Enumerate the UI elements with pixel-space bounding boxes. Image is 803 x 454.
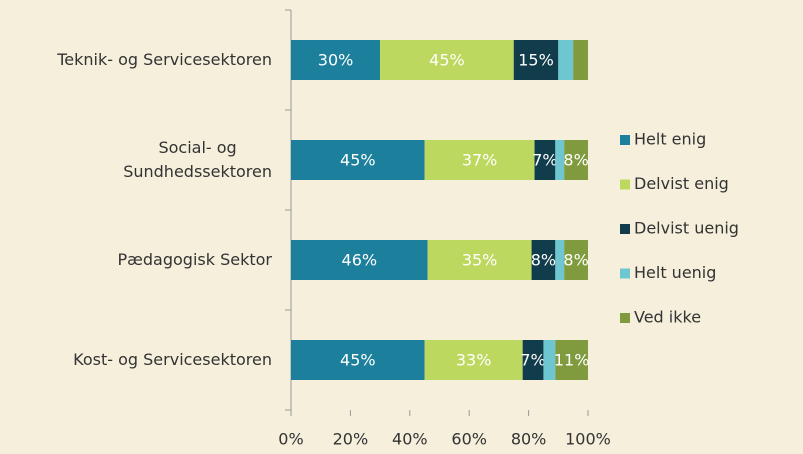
bar-segment — [573, 40, 588, 80]
data-label: 45% — [429, 51, 465, 70]
bar-segment — [543, 340, 556, 380]
legend-label: Delvist uenig — [634, 219, 739, 238]
bar-segment — [531, 240, 556, 280]
bar-segment — [513, 40, 559, 80]
data-label: 15% — [518, 51, 554, 70]
bar-segment — [424, 340, 523, 380]
x-tick-label: 80% — [511, 430, 547, 449]
bar-segment — [291, 340, 425, 380]
legend-swatch — [620, 179, 630, 190]
data-label: 45% — [340, 151, 376, 170]
bar-segment — [291, 40, 381, 80]
bar-segment — [522, 340, 544, 380]
x-tick-label: 100% — [565, 430, 611, 449]
bar-segment — [534, 140, 556, 180]
data-label: 45% — [340, 351, 376, 370]
bar-segment — [427, 240, 532, 280]
bar-segment — [564, 140, 588, 180]
data-label: 8% — [531, 251, 556, 270]
bar-segment — [555, 340, 588, 380]
data-label: 11% — [554, 351, 590, 370]
x-tick-label: 20% — [333, 430, 369, 449]
data-label: 37% — [462, 151, 498, 170]
legend-label: Delvist enig — [634, 174, 729, 193]
data-label: 7% — [532, 151, 557, 170]
legend-swatch — [620, 313, 630, 323]
x-tick-label: 60% — [451, 430, 487, 449]
legend-label: Helt enig — [634, 130, 706, 149]
legend-swatch — [620, 224, 630, 234]
bar-segment — [558, 40, 574, 80]
data-label: 33% — [456, 351, 492, 370]
data-label: 46% — [342, 251, 378, 270]
data-label: 8% — [563, 251, 588, 270]
legend-label: Helt uenig — [634, 263, 716, 282]
bar-segment — [555, 140, 565, 180]
legend-label: Ved ikke — [634, 308, 701, 327]
legend-swatch — [620, 135, 630, 145]
bar-segment — [564, 240, 588, 280]
bar-segment — [291, 240, 428, 280]
category-label: Social- og Sundhedssektoren — [123, 138, 272, 181]
category-label: Teknik- og Servicesektoren — [57, 50, 272, 69]
x-tick-label: 0% — [278, 430, 303, 449]
category-label: Pædagogisk Sektor — [117, 250, 272, 269]
data-label: 35% — [462, 251, 498, 270]
data-label: 30% — [318, 51, 354, 70]
bar-segment — [291, 140, 425, 180]
data-label: 8% — [563, 151, 588, 170]
bar-segment — [555, 240, 565, 280]
bar-segment — [380, 40, 514, 80]
x-tick-label: 40% — [392, 430, 428, 449]
data-label: 7% — [520, 351, 545, 370]
category-label: Kost- og Servicesektoren — [73, 350, 272, 369]
bar-segment — [424, 140, 535, 180]
legend-swatch — [620, 268, 630, 279]
